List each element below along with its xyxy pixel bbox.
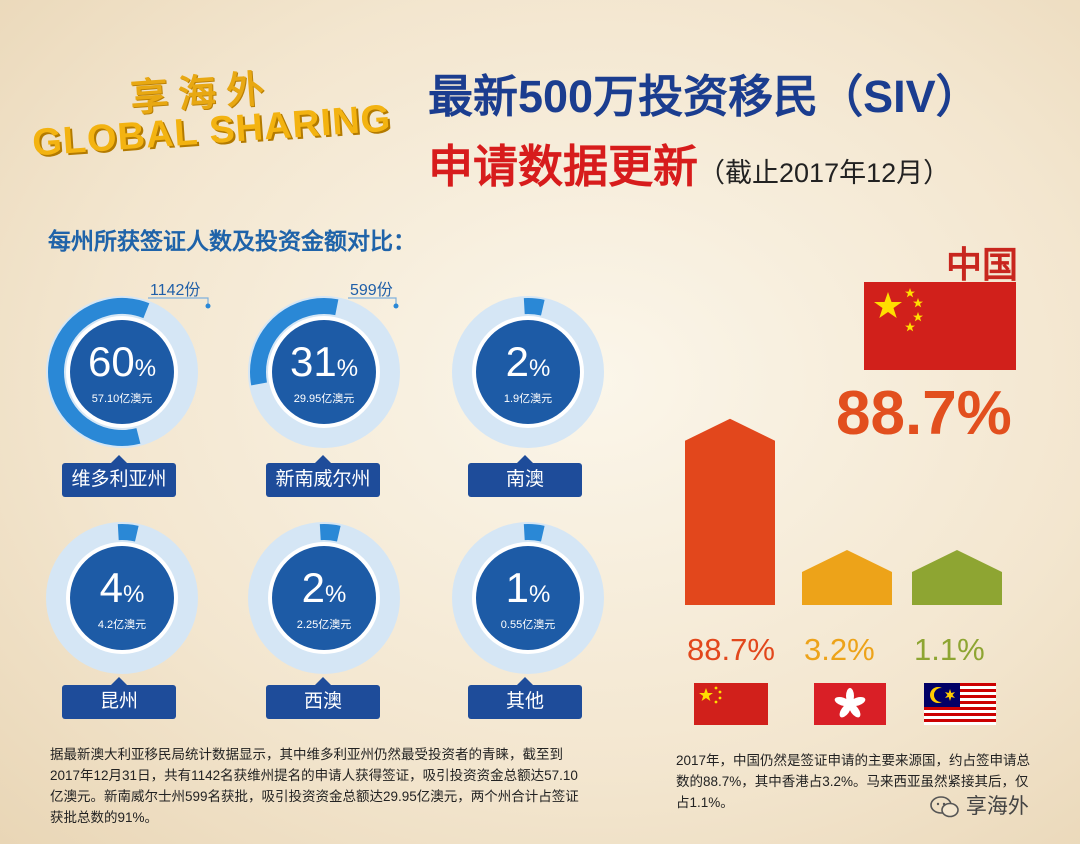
bar-1 xyxy=(802,550,892,605)
donut-ring xyxy=(248,296,400,448)
state-label-victoria: 维多利亚州 xyxy=(62,455,176,497)
donut-ring xyxy=(452,522,604,674)
callout-victoria-count: 1142份 xyxy=(150,282,201,299)
state-label-other: 其他 xyxy=(468,677,582,719)
subtitle-date: （截止2017年12月） xyxy=(698,158,951,188)
bar-0 xyxy=(685,418,775,605)
donut-amount: 2.25亿澳元 xyxy=(296,619,352,631)
donut-percent: 4% xyxy=(99,564,145,611)
callout-leaders xyxy=(148,297,399,309)
donut-percent: 60% xyxy=(87,338,157,385)
description-right: 2017年，中国仍然是签证申请的主要来源国，约占签申请总数的88.7%，其中香港… xyxy=(676,753,1031,810)
donut-amount: 1.9亿澳元 xyxy=(503,393,553,405)
donut-center xyxy=(70,320,174,424)
state-label-sa: 南澳 xyxy=(468,455,582,497)
donut-share-arc xyxy=(48,524,196,672)
donut-share-arc xyxy=(454,524,602,672)
state-label-qld: 昆州 xyxy=(62,677,176,719)
donut-ring xyxy=(452,296,604,448)
donut-ring xyxy=(248,522,400,674)
source-country-bar-chart xyxy=(685,418,1002,605)
china-percentage: 88.7% xyxy=(836,379,1012,448)
wechat-account-name: 享海外 xyxy=(965,795,1029,818)
donut-percent: 2% xyxy=(505,338,551,385)
bar-value-label: 3.2% xyxy=(804,632,875,667)
state-label-wa: 西澳 xyxy=(266,677,380,719)
donut-center xyxy=(476,546,580,650)
page-title: 最新500万投资移民（SIV） xyxy=(428,71,981,122)
donut-ring xyxy=(46,522,198,674)
subtitle-main: 申请数据更新 xyxy=(428,141,699,192)
state-label-nsw: 新南威尔州 xyxy=(266,455,380,497)
donut-amount: 29.95亿澳元 xyxy=(293,393,355,405)
donut-share-arc xyxy=(250,524,398,672)
china-flag-small xyxy=(694,683,768,725)
donut-percent: 2% xyxy=(301,564,347,611)
donut-center xyxy=(476,320,580,424)
donut-ring xyxy=(46,296,198,448)
page-subtitle: 申请数据更新（截止2017年12月） xyxy=(428,130,950,195)
donut-amount: 0.55亿澳元 xyxy=(500,619,556,631)
description-left: 据最新澳大利亚移民局统计数据显示，其中维多利亚州仍然最受投资者的青睐，截至到20… xyxy=(50,747,579,825)
malaysia-flag xyxy=(924,683,996,725)
donut-center xyxy=(70,546,174,650)
china-flag-large xyxy=(864,282,1016,370)
bar-value-label: 88.7% xyxy=(687,632,775,667)
wechat-icon xyxy=(930,796,959,818)
section-title: 每州所获签证人数及投资金额对比： xyxy=(48,228,416,254)
bar-value-label: 1.1% xyxy=(914,632,985,667)
donut-amount: 57.10亿澳元 xyxy=(91,393,153,405)
callout-nsw-count: 599份 xyxy=(350,282,393,299)
donut-percent: 31% xyxy=(289,338,359,385)
bar-2 xyxy=(912,550,1002,605)
donut-percent: 1% xyxy=(505,564,551,611)
donut-center xyxy=(272,320,376,424)
china-label: 中国 xyxy=(946,244,1019,285)
donut-center xyxy=(272,546,376,650)
wechat-watermark: 享海外 xyxy=(930,790,1029,820)
donut-amount: 4.2亿澳元 xyxy=(97,619,147,631)
hong-kong-flag xyxy=(814,683,886,725)
